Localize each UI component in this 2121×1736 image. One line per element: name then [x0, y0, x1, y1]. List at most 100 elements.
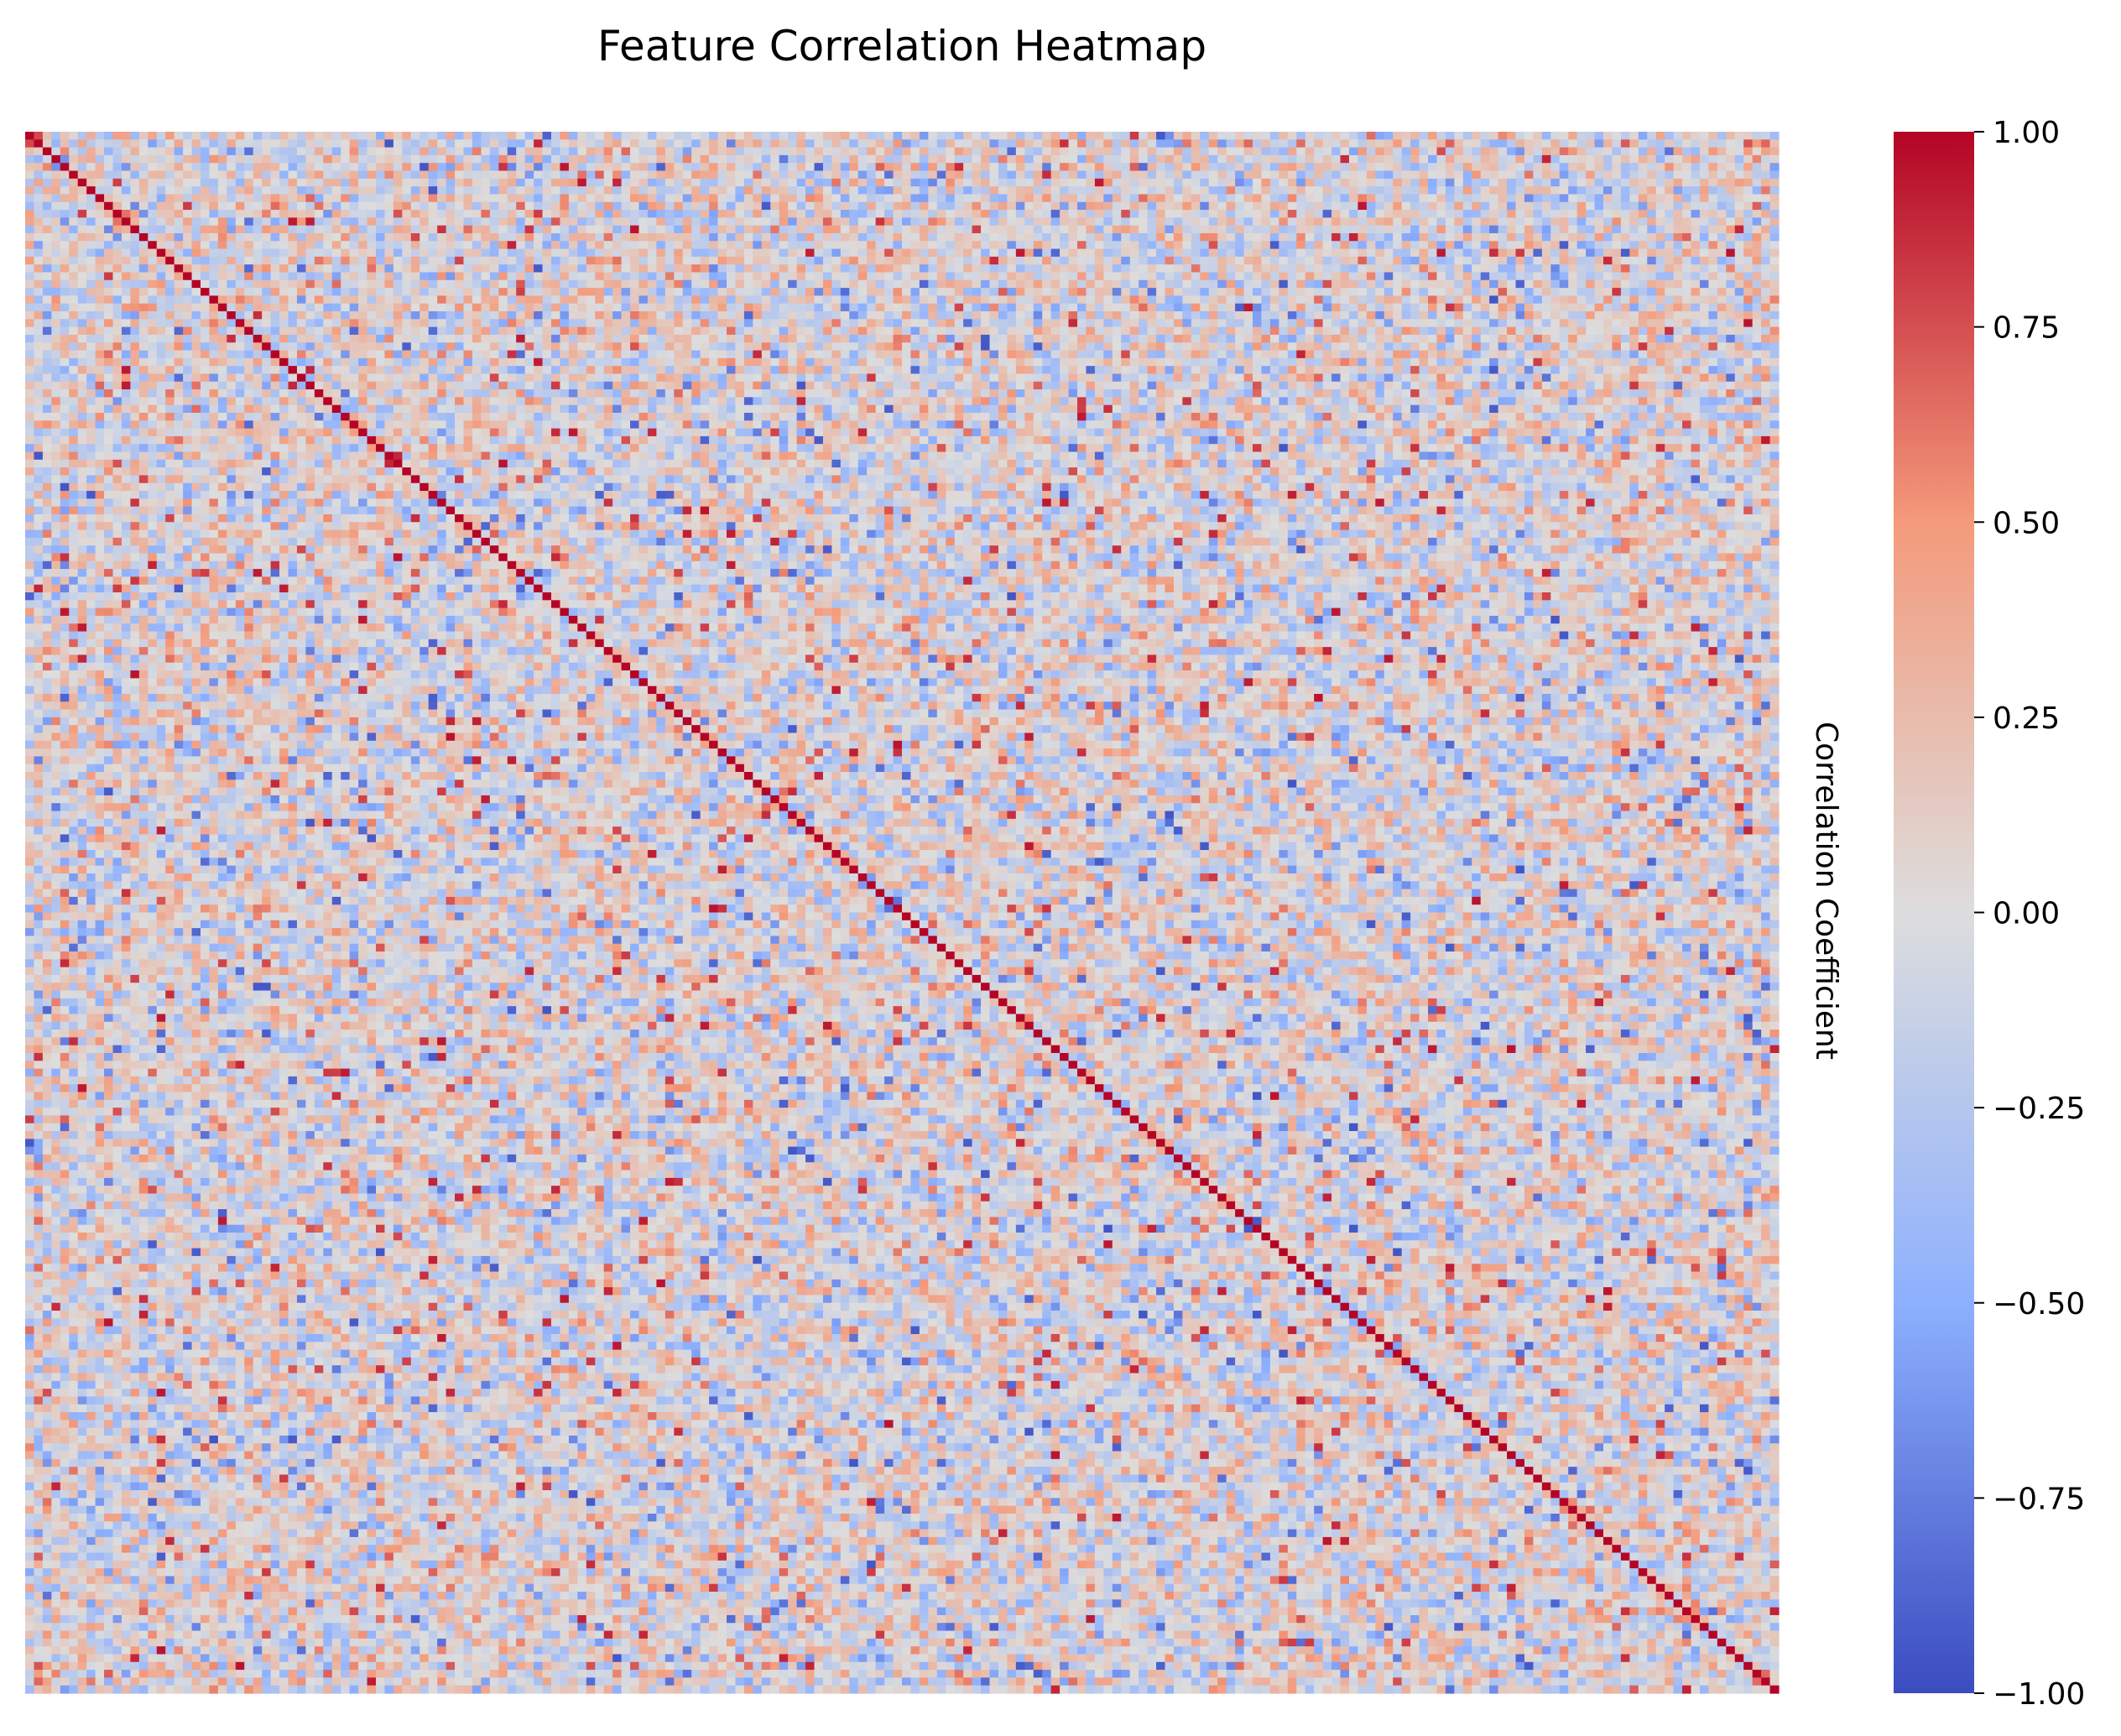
- heatmap-cell: [1726, 264, 1736, 274]
- heatmap-cell: [1269, 232, 1279, 242]
- heatmap-cell: [831, 178, 842, 187]
- heatmap-cell: [1428, 147, 1438, 156]
- heatmap-cell: [560, 194, 570, 203]
- heatmap-cell: [1112, 264, 1122, 274]
- heatmap-cell: [1156, 311, 1166, 320]
- heatmap-cell: [60, 288, 70, 296]
- heatmap-cell: [1699, 279, 1709, 289]
- heatmap-cell: [1752, 288, 1762, 296]
- heatmap-cell: [1322, 210, 1332, 218]
- heatmap-cell: [998, 288, 1008, 296]
- heatmap-cell: [279, 272, 289, 281]
- heatmap-cell: [279, 201, 289, 211]
- heatmap-cell: [989, 311, 999, 320]
- heatmap-cell: [1033, 201, 1043, 211]
- heatmap-cell: [1691, 194, 1701, 203]
- heatmap-cell: [1559, 201, 1569, 211]
- heatmap-cell: [1156, 241, 1166, 250]
- heatmap-cell: [1358, 194, 1368, 203]
- heatmap-cell: [69, 147, 79, 156]
- heatmap-cell: [1253, 178, 1263, 187]
- heatmap-cell: [25, 178, 35, 187]
- heatmap-cell: [455, 264, 465, 274]
- heatmap-cell: [568, 132, 578, 140]
- heatmap-cell: [1708, 194, 1718, 203]
- heatmap-cell: [112, 256, 122, 265]
- heatmap-cell: [1647, 256, 1657, 265]
- heatmap-cell: [586, 279, 596, 289]
- heatmap-cell: [630, 232, 640, 242]
- heatmap-cell: [1708, 210, 1718, 218]
- heatmap-cell: [1086, 279, 1096, 289]
- heatmap-cell: [709, 295, 719, 305]
- heatmap-cell: [34, 217, 44, 227]
- heatmap-cell: [779, 163, 789, 172]
- heatmap-cell: [534, 248, 544, 258]
- heatmap-cell: [217, 210, 227, 218]
- heatmap-cell: [104, 295, 114, 305]
- heatmap-cell: [367, 264, 377, 274]
- heatmap-cell: [1340, 194, 1350, 203]
- heatmap-cell: [1375, 241, 1385, 250]
- heatmap-cell: [621, 319, 631, 328]
- heatmap-cell: [296, 139, 306, 149]
- heatmap-cell: [481, 154, 491, 164]
- heatmap-cell: [1682, 272, 1692, 281]
- heatmap-cell: [130, 132, 140, 140]
- heatmap-cell: [95, 264, 105, 274]
- heatmap-cell: [1419, 154, 1429, 164]
- heatmap-cell: [270, 210, 280, 218]
- heatmap-cell: [25, 201, 35, 211]
- heatmap-cell: [1033, 225, 1043, 234]
- heatmap-cell: [1015, 139, 1025, 149]
- heatmap-cell: [1331, 264, 1342, 274]
- heatmap-cell: [743, 139, 753, 149]
- heatmap-cell: [358, 154, 368, 164]
- heatmap-cell: [376, 248, 386, 258]
- heatmap-cell: [472, 232, 482, 242]
- heatmap-cell: [481, 210, 491, 218]
- heatmap-cell: [86, 178, 96, 187]
- heatmap-cell: [989, 279, 999, 289]
- heatmap-cell: [323, 210, 333, 218]
- heatmap-cell: [1454, 186, 1464, 195]
- heatmap-cell: [524, 139, 534, 149]
- heatmap-cell: [1533, 264, 1543, 274]
- heatmap-cell: [1173, 288, 1183, 296]
- heatmap-cell: [1129, 163, 1139, 172]
- heatmap-cell: [1322, 279, 1332, 289]
- heatmap-cell: [998, 311, 1008, 320]
- heatmap-cell: [455, 311, 465, 320]
- heatmap-cell: [1235, 170, 1245, 180]
- heatmap-cell: [1647, 163, 1657, 172]
- heatmap-cell: [656, 154, 666, 164]
- heatmap-cell: [209, 170, 219, 180]
- heatmap-cell: [165, 217, 175, 227]
- heatmap-cell: [1682, 303, 1692, 312]
- heatmap-cell: [691, 225, 701, 234]
- heatmap-cell: [1752, 311, 1762, 320]
- heatmap-cell: [191, 272, 201, 281]
- heatmap-cell: [753, 279, 763, 289]
- heatmap-cell: [788, 147, 798, 156]
- heatmap-cell: [384, 210, 394, 218]
- heatmap-cell: [34, 248, 44, 258]
- heatmap-cell: [700, 170, 710, 180]
- heatmap-cell: [428, 256, 438, 265]
- heatmap-cell: [709, 210, 719, 218]
- heatmap-cell: [1253, 201, 1263, 211]
- heatmap-cell: [270, 303, 280, 312]
- heatmap-cell: [253, 132, 263, 140]
- heatmap-cell: [112, 217, 122, 227]
- heatmap-cell: [805, 186, 816, 195]
- heatmap-cell: [498, 178, 508, 187]
- heatmap-cell: [1226, 248, 1236, 258]
- heatmap-cell: [630, 217, 640, 227]
- heatmap-cell: [410, 232, 420, 242]
- heatmap-cell: [1489, 232, 1499, 242]
- heatmap-cell: [1261, 303, 1271, 312]
- heatmap-cell: [822, 139, 832, 149]
- heatmap-cell: [867, 210, 877, 218]
- heatmap-cell: [463, 201, 473, 211]
- heatmap-cell: [638, 295, 649, 305]
